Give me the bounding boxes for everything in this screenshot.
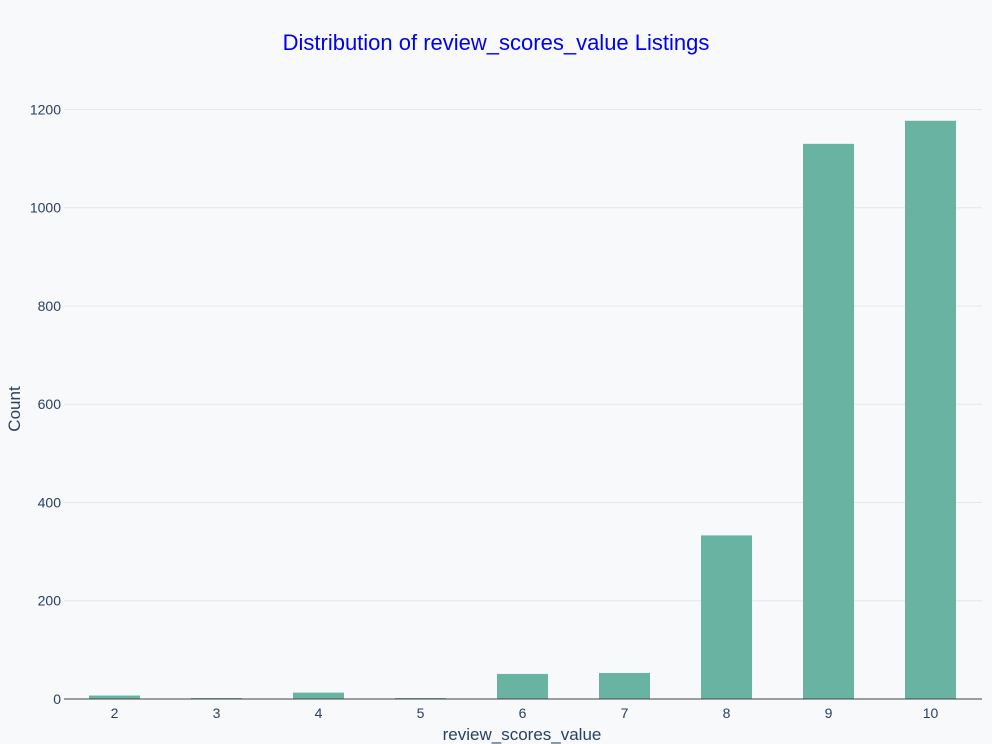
y-tick-label: 1200 xyxy=(30,101,61,117)
x-tick-label: 8 xyxy=(723,705,731,721)
x-tick-label: 7 xyxy=(621,705,629,721)
x-tick-label: 10 xyxy=(923,705,939,721)
y-tick-label: 1000 xyxy=(30,200,61,216)
bars xyxy=(89,120,956,700)
bar-2[interactable] xyxy=(89,695,140,699)
y-tick-label: 200 xyxy=(38,593,62,609)
y-tick-label: 800 xyxy=(38,298,62,314)
bar-9[interactable] xyxy=(803,143,854,699)
x-tick-label: 3 xyxy=(213,705,221,721)
x-tick-labels: 2 3 4 5 6 7 8 9 10 xyxy=(111,705,939,721)
x-axis-title: review_scores_value xyxy=(443,725,602,744)
x-tick-label: 4 xyxy=(315,705,323,721)
y-tick-label: 400 xyxy=(38,494,62,510)
bar-6[interactable] xyxy=(497,673,548,699)
x-tick-label: 2 xyxy=(111,705,119,721)
bar-10[interactable] xyxy=(905,120,956,700)
chart-title: Distribution of review_scores_value List… xyxy=(283,30,710,55)
bar-7[interactable] xyxy=(599,672,650,699)
bar-8[interactable] xyxy=(701,535,752,699)
y-tick-label: 600 xyxy=(38,396,62,412)
bar-4[interactable] xyxy=(293,692,344,699)
y-tick-labels: 0 200 400 600 800 1000 1200 xyxy=(30,101,61,707)
y-tick-label: 0 xyxy=(53,691,61,707)
x-tick-label: 6 xyxy=(519,705,527,721)
x-tick-label: 9 xyxy=(825,705,833,721)
x-tick-label: 5 xyxy=(417,705,425,721)
y-axis-title: Count xyxy=(5,386,24,432)
